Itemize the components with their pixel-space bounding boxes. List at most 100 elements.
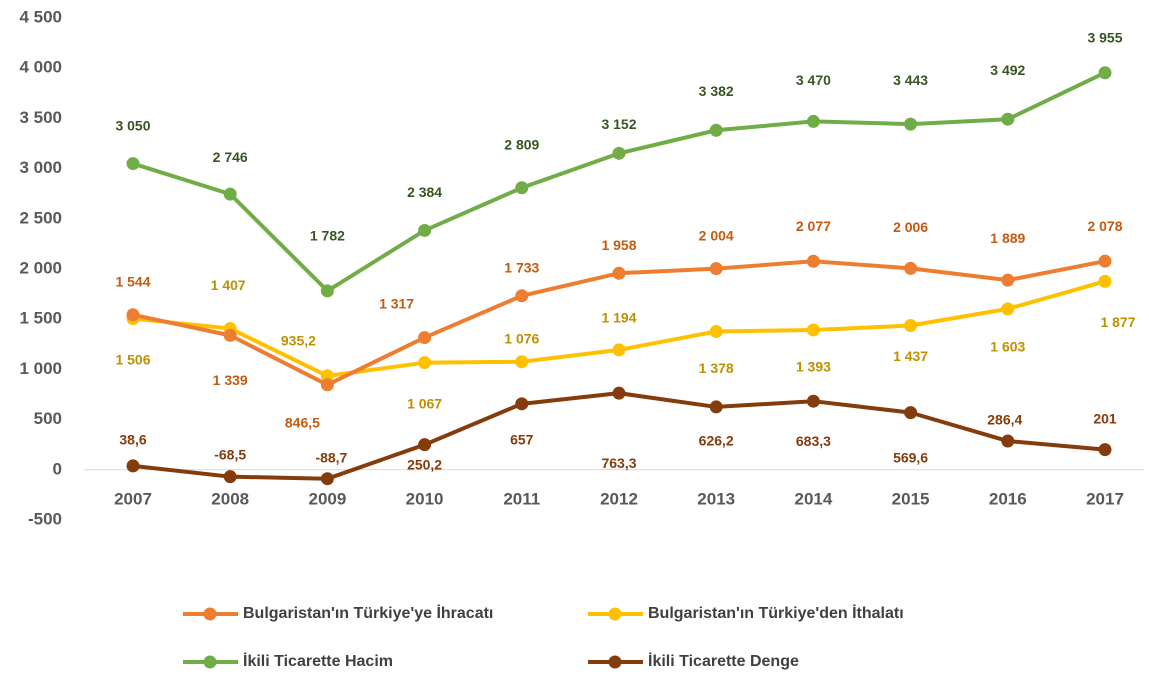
x-tick-label: 2015	[892, 489, 930, 508]
data-point	[709, 400, 723, 414]
data-point	[904, 319, 918, 333]
data-label: 1 317	[379, 295, 414, 311]
y-tick-label: 1 000	[19, 359, 62, 378]
data-label: -88,7	[315, 449, 347, 465]
data-point	[612, 343, 626, 357]
y-tick-label: 0	[53, 459, 62, 478]
x-tick-label: 2009	[308, 489, 346, 508]
data-label: 3 470	[796, 72, 831, 88]
data-point	[126, 157, 140, 171]
data-label: -68,5	[214, 446, 246, 462]
data-label: 1 076	[504, 330, 539, 346]
data-label: 1 194	[601, 310, 636, 326]
data-point	[904, 261, 918, 275]
data-point	[126, 308, 140, 322]
data-point	[1098, 443, 1112, 457]
data-label: 1 544	[115, 273, 150, 289]
y-tick-label: 4 000	[19, 58, 62, 77]
data-label: 1 889	[990, 230, 1025, 246]
data-label: 1 506	[115, 351, 150, 367]
legend-marker	[203, 607, 217, 621]
data-label: 1 877	[1100, 314, 1135, 330]
data-point	[1001, 302, 1015, 316]
data-label: 2 006	[893, 219, 928, 235]
data-label: 3 050	[115, 117, 150, 133]
data-label: 2 746	[213, 149, 248, 165]
data-point	[418, 331, 432, 345]
y-tick-label: -500	[28, 509, 62, 528]
data-label: 1 339	[213, 372, 248, 388]
data-label: 569,6	[893, 449, 928, 465]
data-point	[418, 438, 432, 452]
data-point	[1001, 434, 1015, 448]
data-point	[515, 289, 529, 303]
x-tick-label: 2012	[600, 489, 638, 508]
data-point	[904, 406, 918, 420]
data-point	[806, 394, 820, 408]
data-label: 657	[510, 432, 534, 448]
data-point	[1001, 273, 1015, 287]
x-tick-label: 2008	[211, 489, 249, 508]
data-label: 38,6	[119, 432, 146, 448]
data-point	[223, 470, 237, 484]
data-point	[1001, 112, 1015, 126]
data-point	[418, 223, 432, 237]
data-point	[126, 459, 140, 473]
data-point	[320, 369, 334, 383]
data-point	[320, 378, 334, 392]
y-tick-label: 1 500	[19, 309, 62, 328]
data-point	[223, 187, 237, 201]
data-point	[418, 356, 432, 370]
data-label: 935,2	[281, 333, 316, 349]
data-label: 2 004	[699, 227, 734, 243]
data-label: 846,5	[285, 415, 320, 431]
data-label: 2 078	[1087, 218, 1122, 234]
data-label: 1 378	[699, 360, 734, 376]
legend-label: İkili Ticarette Hacim	[243, 652, 393, 670]
data-label: 286,4	[987, 412, 1022, 428]
data-point	[1098, 254, 1112, 268]
data-point	[709, 123, 723, 137]
data-label: 1 407	[211, 277, 246, 293]
series-line	[132, 70, 1106, 293]
data-point	[1098, 66, 1112, 80]
data-point	[320, 472, 334, 486]
data-label: 1 958	[601, 237, 636, 253]
data-label: 683,3	[796, 433, 831, 449]
data-point	[612, 266, 626, 280]
data-point	[515, 397, 529, 411]
y-tick-label: 3 500	[19, 108, 62, 127]
data-point	[806, 254, 820, 268]
data-label: 2 077	[796, 218, 831, 234]
data-label: 3 152	[601, 116, 636, 132]
data-point	[223, 328, 237, 342]
x-tick-label: 2016	[989, 489, 1027, 508]
y-tick-label: 4 500	[19, 7, 62, 26]
data-point	[515, 181, 529, 195]
y-tick-label: 3 000	[19, 158, 62, 177]
data-label: 201	[1093, 410, 1117, 426]
y-tick-label: 2 000	[19, 258, 62, 277]
x-tick-label: 2013	[697, 489, 735, 508]
x-tick-label: 2017	[1086, 489, 1124, 508]
legend-marker	[608, 607, 622, 621]
legend-label: İkili Ticarette Denge	[648, 652, 799, 670]
y-tick-label: 500	[34, 409, 62, 428]
data-label: 3 443	[893, 72, 928, 88]
data-point	[709, 324, 723, 338]
data-point	[806, 323, 820, 337]
data-label: 1 437	[893, 348, 928, 364]
data-label: 626,2	[699, 433, 734, 449]
x-tick-label: 2014	[794, 489, 832, 508]
legend-label: Bulgaristan'ın Türkiye'den İthalatı	[648, 604, 904, 622]
x-tick-label: 2011	[503, 489, 540, 508]
data-label: 1 782	[310, 228, 345, 244]
data-point	[612, 386, 626, 400]
data-point	[515, 355, 529, 369]
data-point	[320, 284, 334, 298]
x-tick-label: 2010	[406, 489, 444, 508]
data-label: 2 384	[407, 184, 442, 200]
data-label: 1 393	[796, 359, 831, 375]
